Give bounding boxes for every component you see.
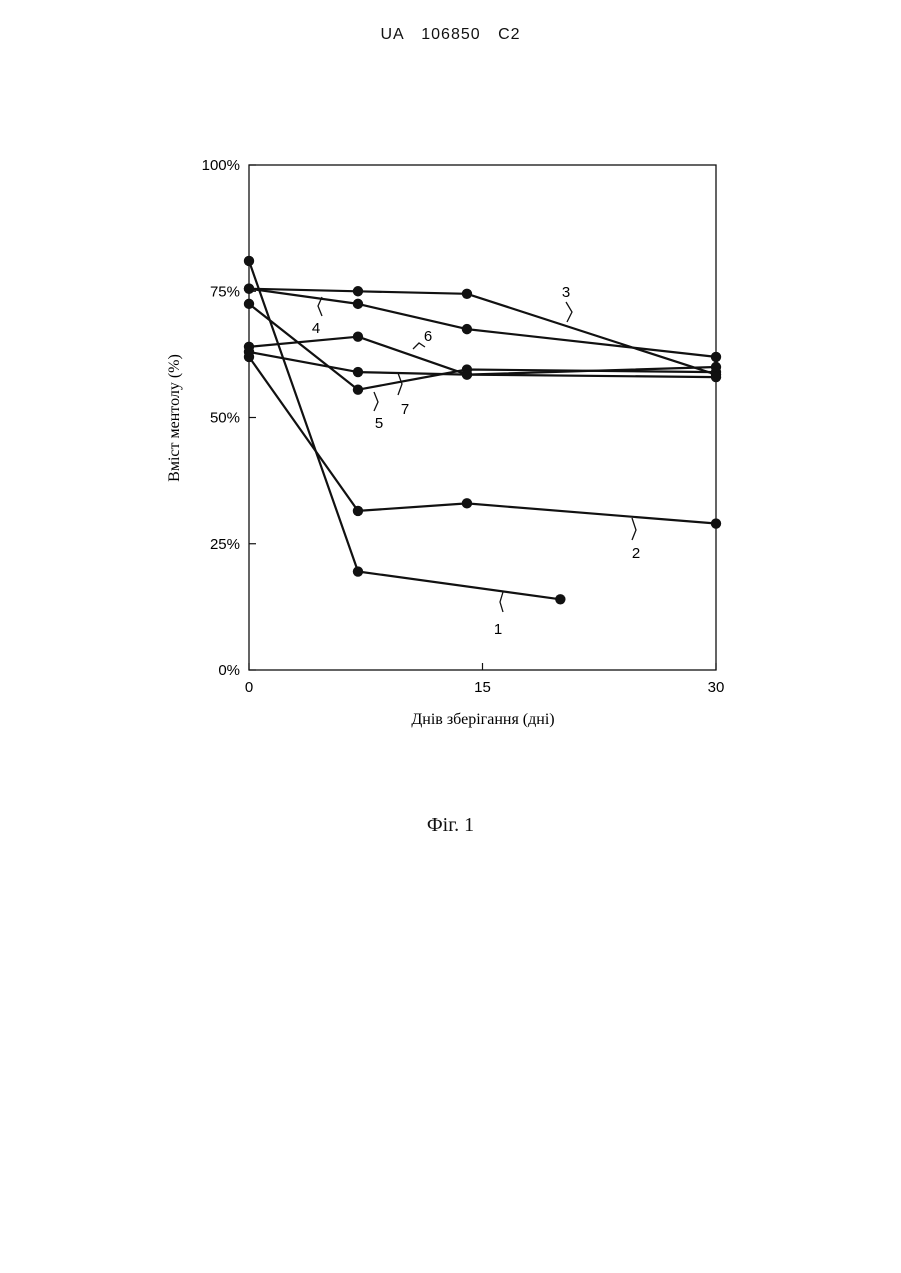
- series-line-1: [249, 261, 560, 599]
- data-point-series-4: [462, 324, 472, 334]
- y-tick-label: 100%: [202, 157, 240, 174]
- series-leader-7: [398, 373, 402, 395]
- y-axis-title: Вміст ментолу (%): [166, 354, 183, 482]
- figure-caption: Фіг. 1: [0, 814, 901, 837]
- data-point-series-2: [462, 498, 472, 508]
- series-label-5: 5: [375, 415, 383, 432]
- data-point-series-2: [353, 506, 363, 516]
- x-axis-title: Днів зберігання (дні): [411, 711, 554, 728]
- x-tick-label: 30: [708, 679, 725, 696]
- series-leader-4: [318, 297, 322, 316]
- y-tick-label: 50%: [210, 410, 240, 427]
- data-point-series-4: [244, 284, 254, 294]
- series-leader-1: [500, 592, 503, 612]
- series-label-4: 4: [312, 320, 320, 337]
- data-point-series-4: [711, 352, 721, 362]
- series-leader-5: [374, 392, 378, 411]
- data-point-series-1: [555, 594, 565, 604]
- y-tick-label: 75%: [210, 283, 240, 300]
- data-point-series-3: [353, 286, 363, 296]
- data-point-series-1: [244, 256, 254, 266]
- series-label-1: 1: [494, 621, 502, 638]
- data-point-series-4: [353, 299, 363, 309]
- y-tick-label: 0%: [218, 662, 240, 679]
- x-tick-label: 15: [474, 679, 491, 696]
- data-point-series-6: [353, 332, 363, 342]
- series-label-7: 7: [401, 401, 409, 418]
- data-point-series-2: [711, 518, 721, 528]
- x-tick-label: 0: [245, 679, 253, 696]
- series-leader-2: [632, 518, 636, 540]
- y-tick-label: 25%: [210, 536, 240, 553]
- series-leader-3: [566, 302, 572, 322]
- series-label-2: 2: [632, 545, 640, 562]
- data-point-series-5: [353, 385, 363, 395]
- series-label-3: 3: [562, 284, 570, 301]
- data-point-series-3: [462, 289, 472, 299]
- data-point-series-1: [353, 566, 363, 576]
- data-point-series-6: [711, 362, 721, 372]
- data-point-series-7: [462, 369, 472, 379]
- data-point-series-7: [711, 372, 721, 382]
- data-point-series-7: [353, 367, 363, 377]
- plot-area-frame: [249, 165, 716, 670]
- series-line-2: [249, 357, 716, 524]
- data-point-series-5: [244, 299, 254, 309]
- data-point-series-7: [244, 347, 254, 357]
- series-label-6: 6: [424, 328, 432, 345]
